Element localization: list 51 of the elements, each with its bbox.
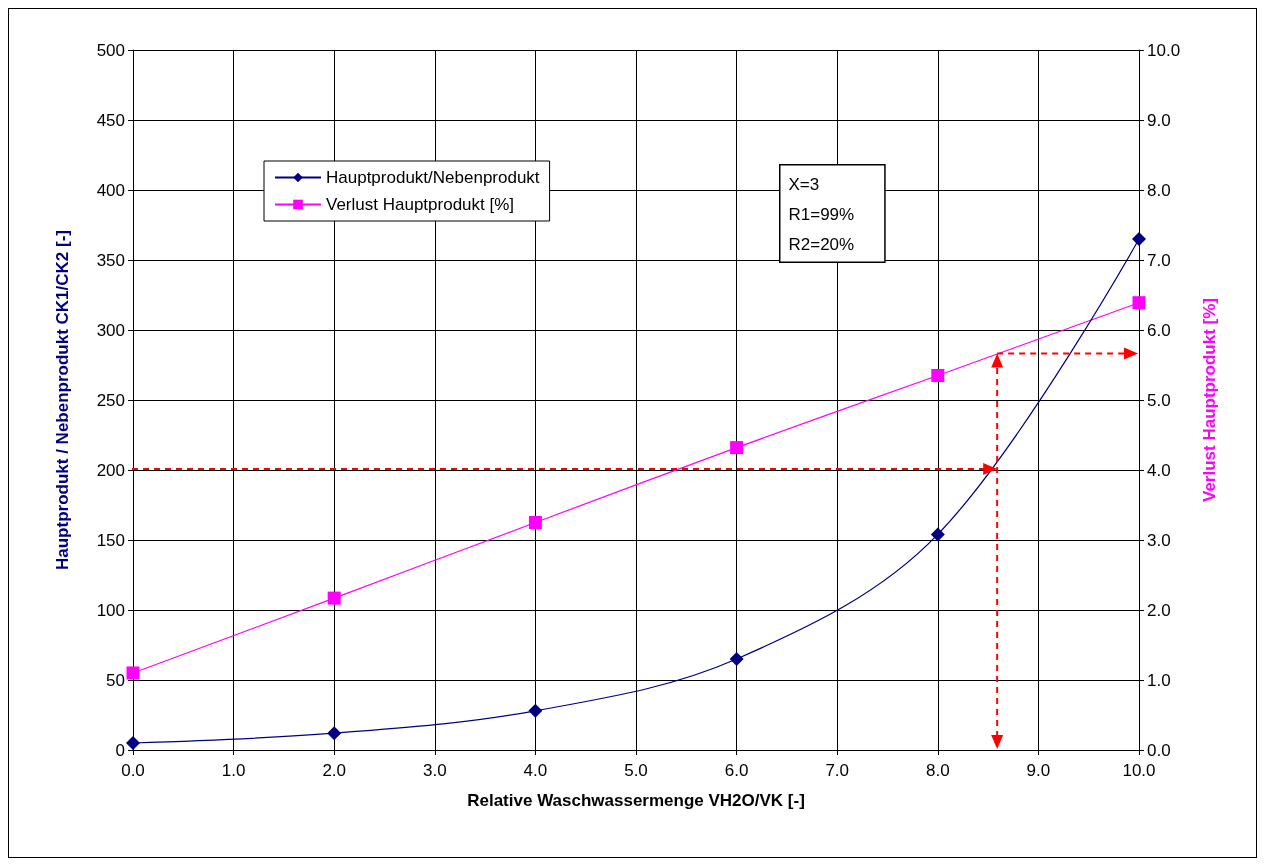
y-tick-label: 450 xyxy=(96,110,125,130)
y-tick-label: 50 xyxy=(106,670,125,690)
y-tick-label: 350 xyxy=(96,250,125,270)
y-tick-label: 300 xyxy=(96,320,125,340)
point xyxy=(327,726,342,741)
legend-label: Verlust Hauptprodukt [%] xyxy=(326,195,515,214)
legend-label: Hauptprodukt/Nebenprodukt xyxy=(326,168,540,187)
y2-tick-label: 9.0 xyxy=(1147,110,1171,130)
y-axis-title: Hauptprodukt / Nebenprodukt CK1/CK2 [-] xyxy=(53,230,72,570)
point xyxy=(327,591,341,605)
x-tick-label: 3.0 xyxy=(422,761,447,780)
x-tick-label: 4.0 xyxy=(523,761,548,780)
y-tick-label: 0 xyxy=(115,740,125,760)
point xyxy=(126,666,140,680)
y2-tick-label: 1.0 xyxy=(1147,670,1171,690)
y2-tick-label: 3.0 xyxy=(1147,530,1171,550)
point xyxy=(126,736,140,750)
y-tick-label: 100 xyxy=(96,600,125,620)
y2-tick-label: 5.0 xyxy=(1147,390,1171,410)
y-tick-label: 200 xyxy=(96,460,125,480)
y2-tick-label: 7.0 xyxy=(1147,250,1171,270)
x-tick-label: 7.0 xyxy=(825,761,850,780)
x-tick-label: 9.0 xyxy=(1026,761,1051,780)
y-tick-label: 400 xyxy=(96,180,125,200)
point xyxy=(729,652,744,666)
x-tick-label: 6.0 xyxy=(724,761,749,780)
y2-tick-label: 0.0 xyxy=(1147,740,1171,760)
y-tick-label: 150 xyxy=(96,530,125,550)
point xyxy=(730,441,744,455)
y2-axis-title: Verlust Hauptprodukt [%] xyxy=(1200,297,1219,503)
point xyxy=(931,369,945,382)
point xyxy=(528,703,543,718)
x-tick-label: 1.0 xyxy=(221,761,246,780)
point xyxy=(930,527,945,542)
x-tick-label: 5.0 xyxy=(624,761,648,780)
y-tick-label: 500 xyxy=(96,40,125,60)
x-tick-label: 8.0 xyxy=(925,761,950,780)
x-axis-title: Relative Waschwassermenge VH2O/VK [-] xyxy=(467,791,805,810)
y2-tick-label: 2.0 xyxy=(1147,600,1171,620)
x-tick-label: 10.0 xyxy=(1122,761,1156,780)
y2-tick-label: 4.0 xyxy=(1147,460,1171,480)
y2-tick-label: 8.0 xyxy=(1147,180,1171,200)
x-tick-label: 2.0 xyxy=(322,761,347,780)
y-tick-label: 250 xyxy=(96,390,125,410)
x-tick-label: 0.0 xyxy=(121,761,145,780)
point xyxy=(1132,232,1146,246)
y2-tick-label: 10.0 xyxy=(1147,40,1181,60)
y2-tick-label: 6.0 xyxy=(1147,320,1171,340)
point xyxy=(1132,296,1146,310)
annotation: X=3 R1=99% R2=20% xyxy=(788,175,855,254)
point xyxy=(528,516,542,529)
